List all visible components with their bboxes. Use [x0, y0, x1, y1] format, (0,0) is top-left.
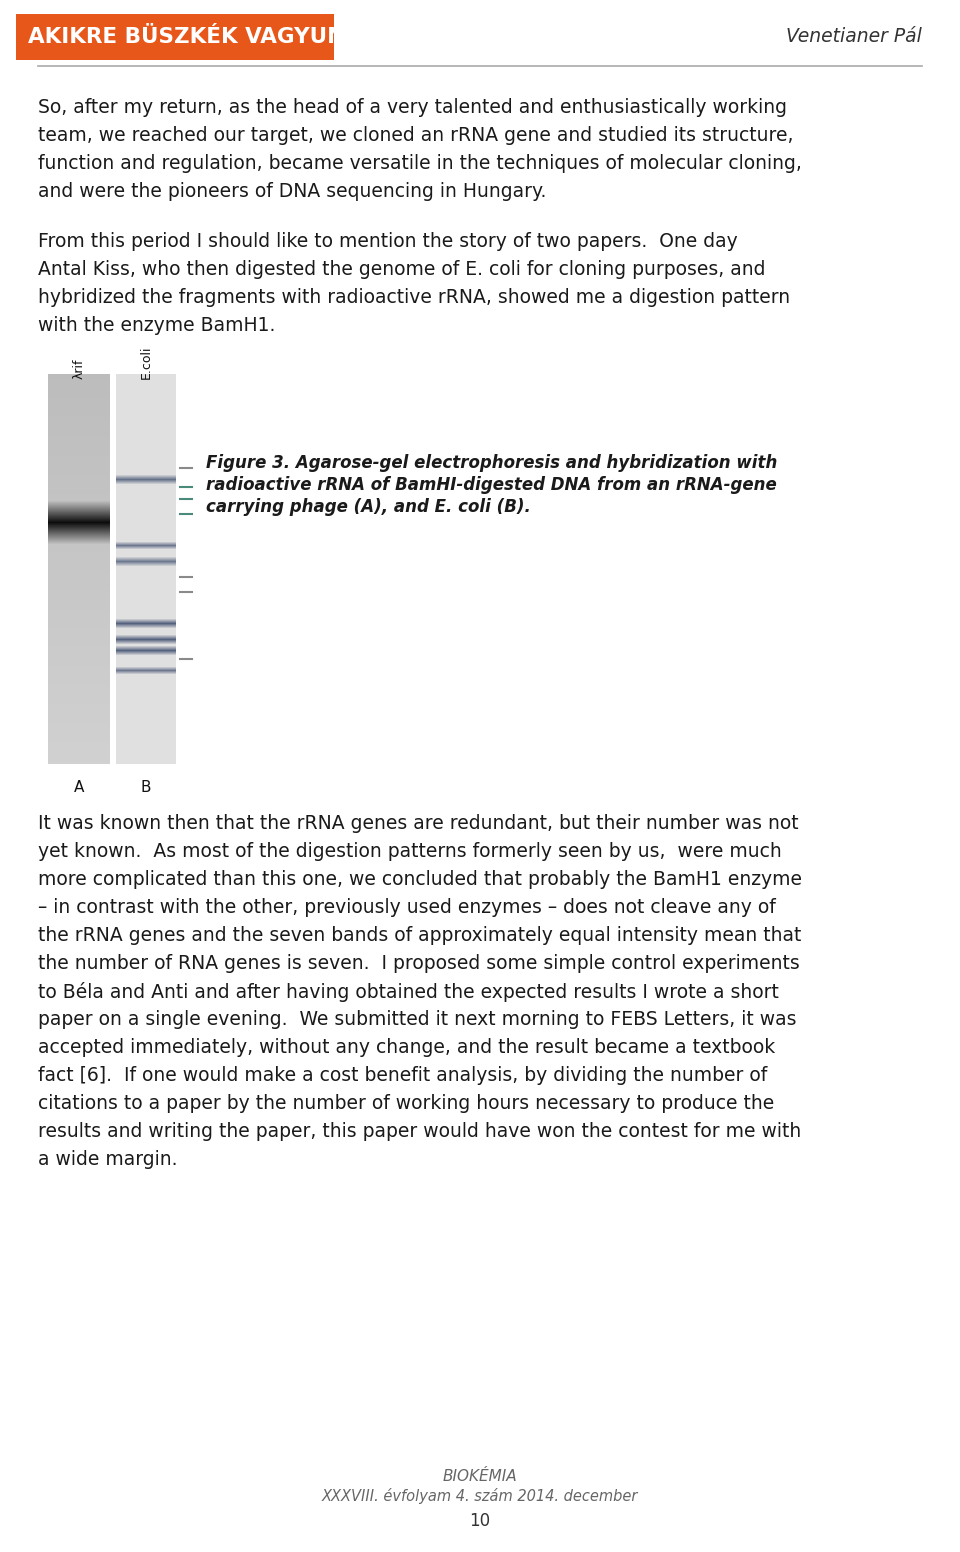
Text: Figure 3. Agarose-gel electrophoresis and hybridization with: Figure 3. Agarose-gel electrophoresis an…: [206, 455, 778, 472]
Text: paper on a single evening.  We submitted it next morning to FEBS Letters, it was: paper on a single evening. We submitted …: [38, 1010, 797, 1029]
Bar: [16, 14, 334, 61]
Bar: [110, 374, 116, 764]
Text: accepted immediately, without any change, and the result became a textbook: accepted immediately, without any change…: [38, 1038, 776, 1057]
Text: E.coli: E.coli: [139, 346, 153, 379]
Text: radioactive rRNA of BamHI-digested DNA from an rRNA-gene: radioactive rRNA of BamHI-digested DNA f…: [206, 476, 777, 494]
Text: function and regulation, became versatile in the techniques of molecular cloning: function and regulation, became versatil…: [38, 154, 802, 172]
Bar: [36, 372, 215, 767]
Text: So, after my return, as the head of a very talented and enthusiastically working: So, after my return, as the head of a ve…: [38, 98, 787, 116]
Text: From this period I should like to mention the story of two papers.  One day: From this period I should like to mentio…: [38, 231, 737, 251]
Text: more complicated than this one, we concluded that probably the BamH1 enzyme: more complicated than this one, we concl…: [38, 871, 802, 889]
Text: carrying phage (A), and E. coli (B).: carrying phage (A), and E. coli (B).: [206, 498, 531, 515]
Text: the number of RNA genes is seven.  I proposed some simple control experiments: the number of RNA genes is seven. I prop…: [38, 954, 800, 973]
Text: the rRNA genes and the seven bands of approximately equal intensity mean that: the rRNA genes and the seven bands of ap…: [38, 927, 802, 945]
Text: Antal Kiss, who then digested the genome of E. coli for cloning purposes, and: Antal Kiss, who then digested the genome…: [38, 261, 765, 279]
Text: hybridized the fragments with radioactive rRNA, showed me a digestion pattern: hybridized the fragments with radioactiv…: [38, 289, 790, 307]
Text: A: A: [74, 781, 84, 795]
Text: a wide margin.: a wide margin.: [38, 1150, 178, 1169]
Text: to Béla and Anti and after having obtained the expected results I wrote a short: to Béla and Anti and after having obtain…: [38, 982, 779, 1003]
Text: AKIKRE BÜSZKÉK VAGYUNK: AKIKRE BÜSZKÉK VAGYUNK: [28, 26, 362, 47]
Text: Venetianer Pál: Venetianer Pál: [786, 28, 922, 47]
Text: yet known.  As most of the digestion patterns formerly seen by us,  were much: yet known. As most of the digestion patt…: [38, 843, 781, 861]
Text: XXXVIII. évfolyam 4. szám 2014. december: XXXVIII. évfolyam 4. szám 2014. december: [322, 1488, 638, 1504]
Text: – in contrast with the other, previously used enzymes – does not cleave any of: – in contrast with the other, previously…: [38, 899, 776, 917]
Text: fact [6].  If one would make a cost benefit analysis, by dividing the number of: fact [6]. If one would make a cost benef…: [38, 1066, 767, 1085]
Text: and were the pioneers of DNA sequencing in Hungary.: and were the pioneers of DNA sequencing …: [38, 182, 546, 202]
Text: λrif: λrif: [73, 359, 85, 379]
Text: team, we reached our target, we cloned an rRNA gene and studied its structure,: team, we reached our target, we cloned a…: [38, 126, 794, 144]
Text: results and writing the paper, this paper would have won the contest for me with: results and writing the paper, this pape…: [38, 1122, 802, 1141]
Text: B: B: [141, 781, 152, 795]
Text: It was known then that the rRNA genes are redundant, but their number was not: It was known then that the rRNA genes ar…: [38, 813, 799, 833]
Text: 10: 10: [469, 1512, 491, 1530]
Text: with the enzyme BamH1.: with the enzyme BamH1.: [38, 317, 276, 335]
Text: BIOKÉMIA: BIOKÉMIA: [443, 1470, 517, 1484]
Text: citations to a paper by the number of working hours necessary to produce the: citations to a paper by the number of wo…: [38, 1094, 775, 1113]
